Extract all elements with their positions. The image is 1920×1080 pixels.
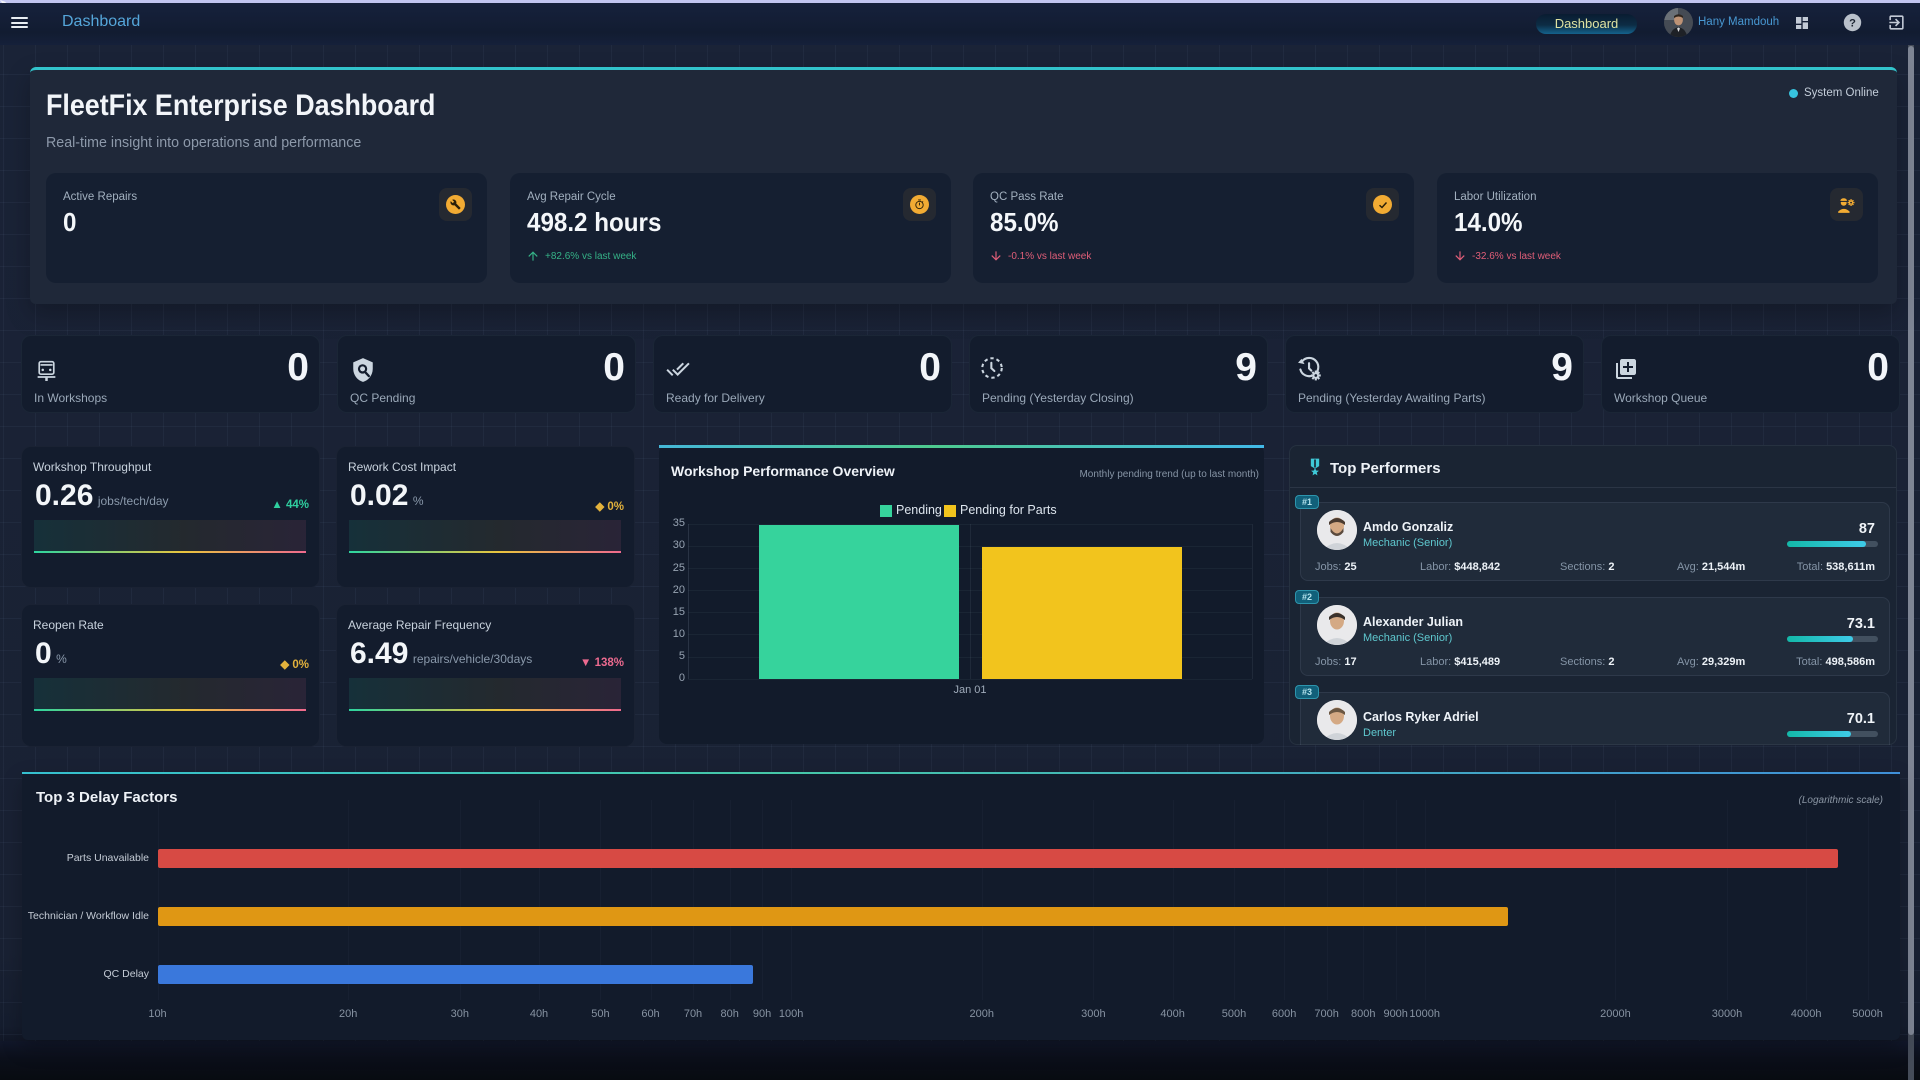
svg-text:?: ? (1849, 17, 1856, 29)
